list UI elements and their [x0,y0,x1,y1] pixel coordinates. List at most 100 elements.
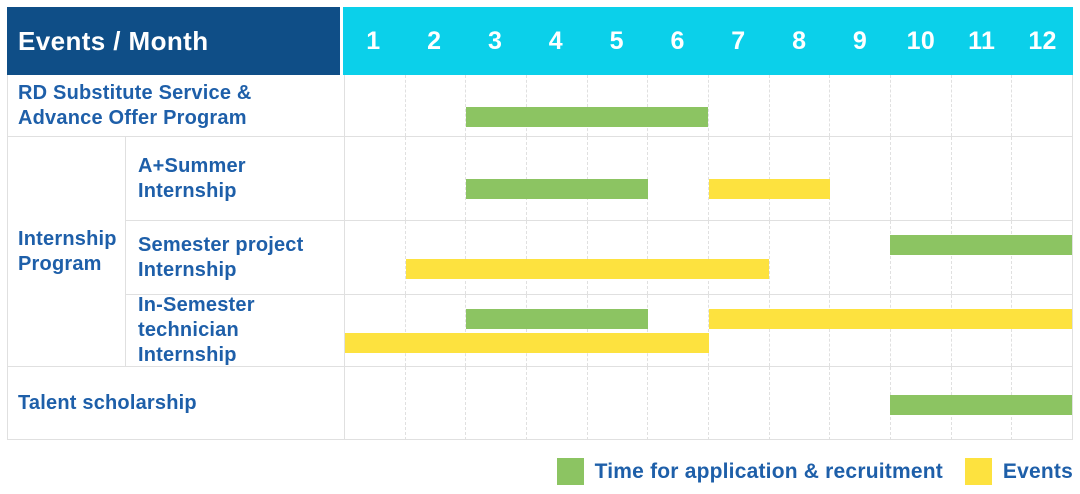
row-label-line: In-Semester [138,294,255,316]
row-semester-project-internship: Semester project Internship [8,220,1072,294]
month-column-4 [527,221,588,294]
month-column-7 [709,295,770,366]
month-column-9 [830,295,892,366]
row-label-semester-project-internship: Semester project Internship [126,221,341,294]
month-column-10 [891,137,952,220]
month-gridlines [345,295,1072,366]
row-label-line: RD Substitute Service & [18,81,252,104]
event-bar [708,309,1072,329]
row-talent-scholarship: Talent scholarship [8,366,1072,440]
month-header-4: 4 [548,26,563,55]
month-column-6 [648,367,710,440]
month-column-4 [527,367,588,440]
month-column-2 [406,75,467,136]
month-column-4 [527,137,588,220]
application-recruitment-bar [466,179,648,199]
month-column-8 [770,367,831,440]
row-rd-substitute-service: RD Substitute Service & Advance Offer Pr… [8,75,1072,136]
row-chart-area [344,295,1072,366]
legend-label: Time for application & recruitment [594,459,943,483]
gantt-table: Events / Month 1 2 3 4 5 6 7 8 9 10 11 12 RD Substi… [7,7,1073,440]
month-column-9 [830,137,892,220]
month-column-12 [1012,295,1072,366]
month-header-row: 1 2 3 4 5 6 7 8 9 10 11 12 [343,7,1073,75]
row-chart-area [344,137,1072,220]
month-column-2 [406,221,467,294]
month-header-6: 6 [670,26,685,55]
legend-item-application-recruitment: Time for application & recruitment [556,458,943,485]
month-column-3 [466,295,528,366]
row-label-line: Talent scholarship [18,392,197,414]
month-header-2: 2 [427,26,442,55]
month-column-5 [588,367,649,440]
month-header-12: 12 [1028,26,1057,55]
month-column-5 [588,137,649,220]
month-column-12 [1012,221,1072,294]
month-column-7 [709,221,770,294]
application-recruitment-bar [466,309,648,329]
month-header-9: 9 [852,26,868,55]
legend-label: Events [1002,459,1073,483]
internship-program-group-cell: Internship Program [8,136,126,366]
month-column-3 [466,137,528,220]
month-column-9 [830,221,892,294]
row-label-line: A+Summer [138,154,246,177]
month-column-7 [709,367,770,440]
month-column-10 [891,295,952,366]
month-column-3 [466,75,528,136]
month-column-4 [527,295,588,366]
month-column-1 [345,221,406,294]
month-header-1: 1 [366,26,381,55]
month-column-7 [709,137,770,220]
month-column-7 [709,75,770,136]
month-gridlines [345,221,1072,294]
month-column-11 [952,137,1013,220]
row-chart-area [344,221,1072,294]
application-recruitment-bar [890,395,1072,415]
application-recruitment-bar [466,107,709,127]
month-column-1 [345,295,406,366]
event-bar [405,259,770,279]
group-label-line: Internship [18,227,117,250]
month-column-5 [588,221,649,294]
month-column-2 [406,295,467,366]
month-column-11 [952,75,1013,136]
green-swatch-icon [556,458,584,485]
month-column-2 [406,137,467,220]
month-column-3 [466,221,528,294]
month-column-8 [770,75,831,136]
month-column-12 [1012,137,1072,220]
month-column-1 [345,137,406,220]
month-column-8 [770,137,831,220]
header-gap [340,7,343,75]
row-chart-area [344,75,1072,136]
month-column-6 [648,75,710,136]
month-column-11 [952,221,1013,294]
month-column-2 [406,367,467,440]
event-bar [708,179,830,199]
row-chart-area [344,367,1072,440]
table-header-row: Events / Month 1 2 3 4 5 6 7 8 9 10 11 12 [7,7,1073,75]
yellow-swatch-icon [964,458,992,485]
month-header-10: 10 [906,26,936,55]
month-header-7: 7 [731,26,746,55]
month-column-8 [770,221,831,294]
table-body: RD Substitute Service & Advance Offer Pr… [7,75,1073,440]
month-header-3: 3 [487,26,503,55]
month-column-5 [588,295,649,366]
month-column-10 [891,221,952,294]
month-header-5: 5 [609,26,624,55]
row-label-line: Internship [138,258,237,281]
events-month-header-cell: Events / Month [7,7,340,75]
row-label-a-plus-summer-internship: A+Summer Internship [126,137,341,220]
month-header-11: 11 [968,26,996,55]
month-column-10 [891,75,952,136]
month-column-12 [1012,75,1072,136]
row-label-in-semester-technician-internship: In-Semester technician Internship [126,294,341,366]
row-a-plus-summer-internship: A+Summer Internship [8,136,1072,220]
row-label-line: Advance Offer Program [18,106,247,129]
event-bar [345,333,709,353]
legend: Time for application & recruitment Event… [7,458,1073,485]
month-column-1 [345,367,406,440]
